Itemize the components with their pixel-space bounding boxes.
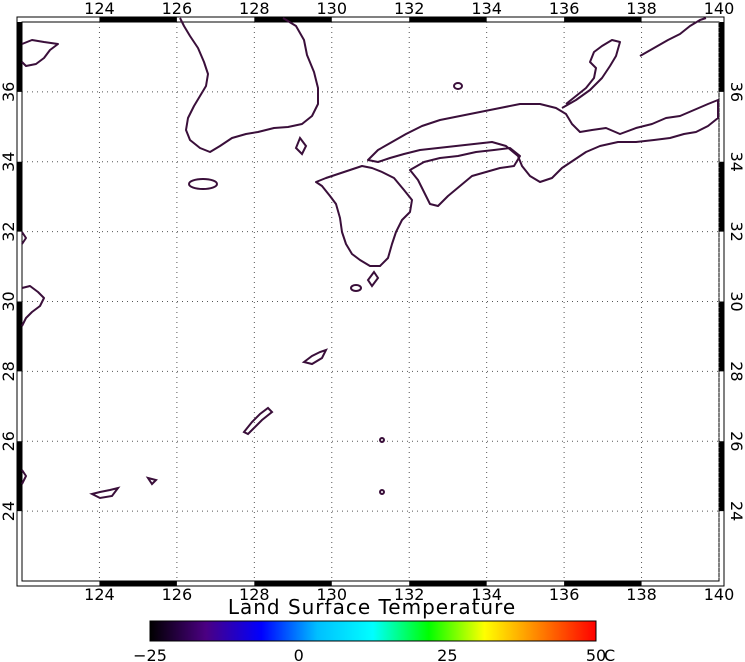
- lat-tick-label-right: 32: [727, 221, 745, 241]
- daito-island: [379, 489, 385, 495]
- lon-tick-label-top: 126: [162, 0, 193, 18]
- lat-tick-label-left: 28: [0, 361, 18, 381]
- lon-ticks-top: 124 126 128 130 132 134 136 138 140: [84, 0, 734, 18]
- lon-ticks-bottom: 124 126 128 130 132 134 136 138 140: [84, 585, 734, 604]
- lat-tick-label-right: 36: [727, 82, 745, 102]
- lon-tick-label-top: 132: [394, 0, 425, 18]
- frame-bar-right: [719, 161, 724, 232]
- lat-ticks-left: 24 26 28 30 32 34 36: [0, 82, 18, 522]
- lat-tick-label-right: 34: [727, 152, 745, 172]
- frame-bar-left: [17, 441, 22, 512]
- lon-tick-label-top: 130: [317, 0, 348, 18]
- lat-tick-label-right: 26: [727, 431, 745, 451]
- frame-checker-bars: [17, 17, 724, 586]
- lon-tick-label-top: 124: [84, 0, 115, 18]
- yaeyama-islands: [89, 486, 121, 500]
- lon-tick-label-bottom: 126: [162, 585, 193, 604]
- lat-tick-label-right: 24: [727, 501, 745, 521]
- noto-coastline: [561, 39, 621, 109]
- lat-tick-label-left: 34: [0, 152, 18, 172]
- lat-tick-label-left: 32: [0, 221, 18, 241]
- yakushima-island: [350, 284, 362, 292]
- lon-tick-label-bottom: 134: [471, 585, 502, 604]
- lon-tick-label-top: 136: [549, 0, 580, 18]
- frame-bar-bottom: [254, 581, 332, 586]
- small-island: [379, 437, 385, 443]
- lon-tick-label-bottom: 140: [704, 585, 735, 604]
- tsushima-island: [294, 135, 308, 156]
- graticule: [22, 22, 720, 581]
- colorbar-tick-label: 50: [586, 646, 606, 662]
- colorbar-title: Land Surface Temperature: [228, 595, 516, 619]
- lon-tick-label-top: 134: [471, 0, 502, 18]
- colorbar-tick-label: 0: [294, 646, 304, 662]
- shikoku-coastline: [409, 147, 521, 207]
- frame-bar-bottom: [409, 581, 487, 586]
- jeju-island: [188, 178, 218, 190]
- colorbar-unit: C: [604, 646, 615, 662]
- miyako-island: [145, 476, 158, 486]
- colorbar-labels: −25 0 25 50: [133, 646, 606, 662]
- frame-bar-top: [564, 17, 642, 22]
- tanegashima-island: [366, 270, 380, 288]
- lon-tick-label-top: 128: [239, 0, 270, 18]
- korea-coastline: [179, 17, 319, 153]
- lat-tick-label-right: 30: [727, 291, 745, 311]
- lon-tick-label-bottom: 128: [239, 585, 270, 604]
- kyushu-coastline: [315, 165, 413, 267]
- map-frame-inner: [21, 21, 720, 582]
- frame-bar-bottom: [99, 581, 177, 586]
- frame-bar-top: [409, 17, 487, 22]
- frame-bar-left: [17, 22, 22, 92]
- lon-tick-label-bottom: 132: [394, 585, 425, 604]
- lon-tick-label-bottom: 130: [317, 585, 348, 604]
- colorbar-tick-label: 25: [437, 646, 457, 662]
- frame-bar-left: [17, 161, 22, 232]
- lat-ticks-right: 24 26 28 30 32 34 36: [727, 82, 745, 522]
- lon-tick-label-bottom: 136: [549, 585, 580, 604]
- frame-bar-right: [719, 301, 724, 372]
- lat-tick-label-right: 28: [727, 361, 745, 381]
- honshu-coastline: [367, 99, 719, 183]
- amami-island: [301, 348, 328, 366]
- honshu-north-coastline: [639, 17, 707, 57]
- taiwan-coastline: [21, 469, 27, 485]
- lon-tick-label-top: 140: [704, 0, 735, 18]
- frame-bar-right: [719, 22, 724, 92]
- lat-tick-label-left: 24: [0, 501, 18, 521]
- colorbar-tick-label: −25: [133, 646, 167, 662]
- lon-tick-label-top: 138: [626, 0, 657, 18]
- lat-tick-label-left: 26: [0, 431, 18, 451]
- frame-bar-top: [254, 17, 332, 22]
- frame-bar-top: [99, 17, 177, 22]
- frame-bar-bottom: [564, 581, 642, 586]
- china-coastline: [21, 231, 45, 327]
- frame-bar-left: [17, 301, 22, 372]
- lon-tick-label-bottom: 124: [84, 585, 115, 604]
- okinawa-island: [242, 406, 274, 436]
- shandong-coastline: [21, 39, 59, 67]
- lat-tick-label-left: 30: [0, 291, 18, 311]
- coastlines: [21, 17, 719, 500]
- frame-bar-right: [719, 441, 724, 512]
- oki-island: [453, 82, 463, 90]
- lon-tick-label-bottom: 138: [626, 585, 657, 604]
- colorbar: [149, 620, 597, 642]
- lat-tick-label-left: 36: [0, 82, 18, 102]
